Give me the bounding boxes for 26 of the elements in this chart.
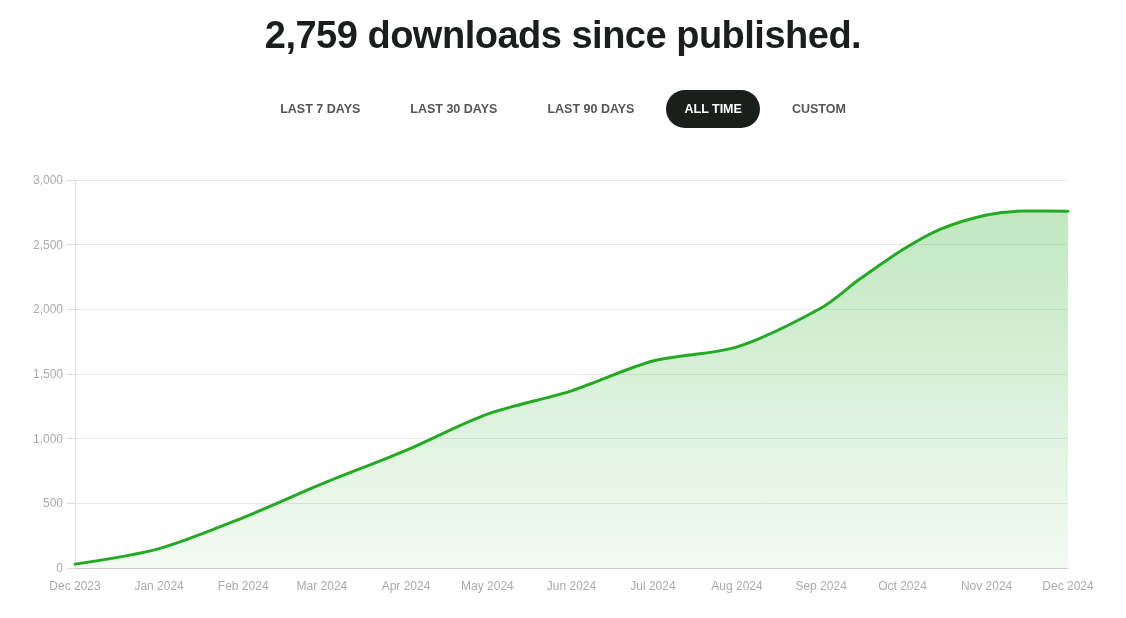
button[interactable]: CUSTOM xyxy=(773,90,864,128)
x-tick-label: Mar 2024 xyxy=(296,579,348,593)
button[interactable]: LAST 30 DAYS xyxy=(392,90,516,128)
x-tick-label: Aug 2024 xyxy=(711,579,764,593)
y-tick-label: 1,000 xyxy=(32,431,64,446)
x-tick-label: Oct 2024 xyxy=(878,579,928,593)
y-tick-label: 2,500 xyxy=(32,237,64,252)
x-tick-label: Feb 2024 xyxy=(217,579,269,593)
button[interactable]: LAST 7 DAYS xyxy=(262,90,379,128)
y-tick-label: 2,000 xyxy=(32,302,64,317)
x-tick-label: Apr 2024 xyxy=(381,579,431,593)
button[interactable]: LAST 90 DAYS xyxy=(529,90,653,128)
x-tick-label: Sep 2024 xyxy=(795,579,848,593)
x-tick-label: Dec 2024 xyxy=(1042,579,1095,593)
y-tick-label: 1,500 xyxy=(32,367,64,381)
x-tick-label: May 2024 xyxy=(461,579,515,593)
button[interactable]: ALL TIME xyxy=(666,90,760,128)
x-tick-label: Nov 2024 xyxy=(960,579,1013,593)
y-tick-label: 0 xyxy=(56,561,64,575)
x-tick-label: Jun 2024 xyxy=(546,579,597,593)
x-tick-label: Jul 2024 xyxy=(630,579,676,593)
y-tick-label: 500 xyxy=(42,496,64,511)
y-tick-label: 3,000 xyxy=(32,173,64,187)
x-tick-label: Dec 2023 xyxy=(49,579,102,593)
x-tick-label: Jan 2024 xyxy=(134,579,185,593)
chart-title: 2,759 downloads since published. xyxy=(263,14,863,57)
